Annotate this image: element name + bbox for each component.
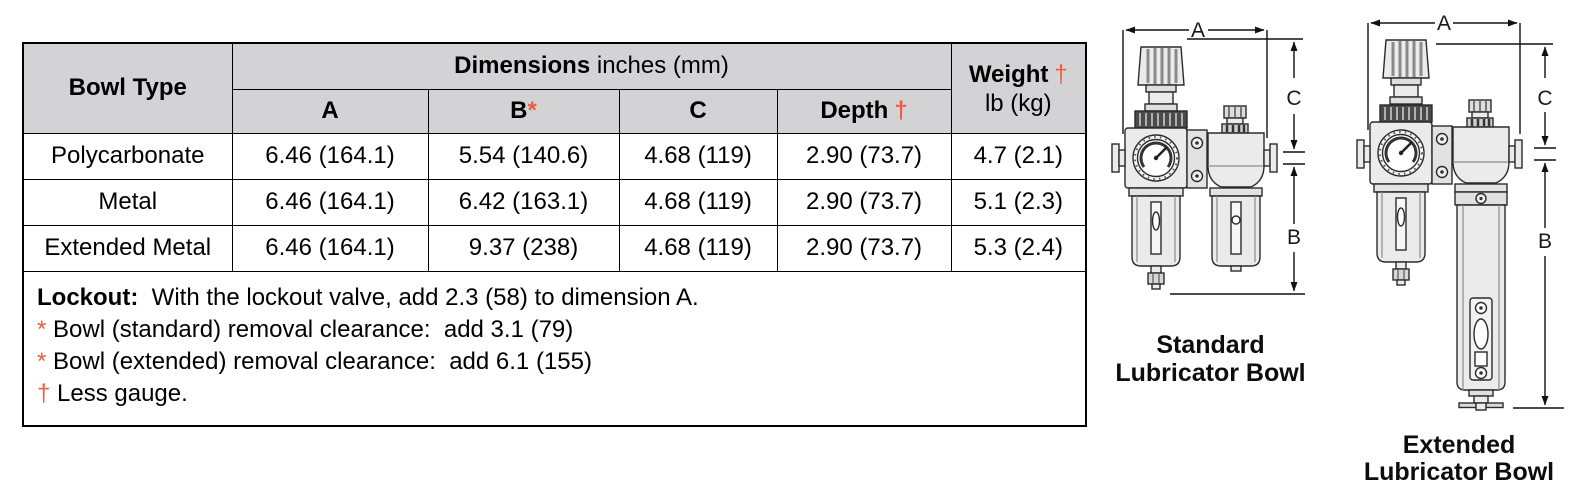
cell-depth: 2.90 (73.7) bbox=[776, 133, 952, 180]
inlet-port bbox=[1111, 143, 1120, 173]
header-col-b: B* bbox=[427, 89, 620, 134]
header-depth-word: Depth bbox=[820, 97, 889, 125]
note-standard-clearance: * Bowl (standard) removal clearance: add… bbox=[37, 314, 1075, 346]
frl-unit bbox=[1356, 39, 1523, 411]
cell-dim-c: 4.68 (119) bbox=[618, 133, 778, 180]
note-lockout-label: Lockout: bbox=[37, 284, 139, 311]
asterisk-marker: * bbox=[37, 316, 47, 343]
header-dimensions-word: Dimensions bbox=[454, 52, 591, 80]
caption-line-1: Extended bbox=[1402, 431, 1516, 459]
note-extended-clearance-text: Bowl (extended) removal clearance: add 6… bbox=[46, 348, 592, 375]
note-less-gauge: † Less gauge. bbox=[37, 378, 1075, 410]
header-weight: Weight † lb (kg) bbox=[950, 42, 1087, 134]
gauge-needle bbox=[1400, 141, 1413, 154]
cell-dim-a: 6.46 (164.1) bbox=[231, 225, 429, 272]
header-col-depth: Depth † bbox=[776, 89, 952, 134]
table-row-extended-metal: Extended Metal 6.46 (164.1) 9.37 (238) 4… bbox=[22, 225, 1087, 272]
standard-lubricator-diagram: A C B bbox=[1111, 19, 1305, 295]
note-lockout-text: With the lockout valve, add 2.3 (58) to … bbox=[138, 284, 699, 311]
cell-dim-b: 9.37 (238) bbox=[427, 225, 620, 272]
frl-unit bbox=[1111, 46, 1278, 290]
cell-dim-b: 5.54 (140.6) bbox=[427, 133, 620, 180]
header-bowl-type: Bowl Type bbox=[22, 42, 233, 134]
table-row-polycarbonate: Polycarbonate 6.46 (164.1) 5.54 (140.6) … bbox=[22, 133, 1087, 180]
table-notes-row: Lockout: With the lockout valve, add 2.3… bbox=[22, 271, 1087, 427]
note-less-gauge-text: Less gauge. bbox=[50, 380, 188, 407]
dimension-b-label: B bbox=[1538, 230, 1552, 253]
cell-weight: 5.1 (2.3) bbox=[950, 179, 1087, 226]
drain-valve bbox=[1150, 265, 1162, 274]
lubricator-body bbox=[1452, 126, 1510, 184]
extended-diagram-caption: Extended Lubricator Bowl bbox=[1349, 432, 1569, 486]
caption-line-2: Lubricator Bowl bbox=[1115, 359, 1306, 387]
col-b-asterisk-marker: * bbox=[527, 97, 537, 125]
caption-line-2: Lubricator Bowl bbox=[1363, 458, 1555, 486]
footnotes-box: Lockout: With the lockout valve, add 2.3… bbox=[22, 271, 1087, 427]
cell-dim-a: 6.46 (164.1) bbox=[231, 133, 429, 180]
caption-line-1: Standard bbox=[1156, 331, 1265, 359]
header-col-c: C bbox=[618, 89, 778, 134]
threaded-collar bbox=[1134, 110, 1188, 129]
dimension-lines bbox=[1122, 26, 1305, 295]
cell-dim-c: 4.68 (119) bbox=[618, 225, 778, 272]
cell-depth: 2.90 (73.7) bbox=[776, 179, 952, 226]
weight-dagger-marker: † bbox=[1054, 60, 1068, 88]
cell-weight: 4.7 (2.1) bbox=[950, 133, 1087, 180]
threaded-collar bbox=[1379, 104, 1433, 123]
cell-bowl-type: Polycarbonate bbox=[22, 133, 233, 180]
cell-dim-b: 6.42 (163.1) bbox=[427, 179, 620, 226]
cell-bowl-type: Metal bbox=[22, 179, 233, 226]
lubricator-body bbox=[1207, 132, 1265, 188]
cell-dim-a: 6.46 (164.1) bbox=[231, 179, 429, 226]
table-header-row-1: Bowl Type Dimensions inches (mm) Weight †… bbox=[22, 42, 1087, 134]
cell-bowl-type: Extended Metal bbox=[22, 225, 233, 272]
table-header-row-2: A B* C Depth † bbox=[23, 89, 1086, 134]
wing-drain-valve bbox=[1473, 395, 1489, 404]
outlet-port bbox=[1269, 143, 1278, 173]
inlet-port bbox=[1356, 139, 1365, 169]
note-extended-clearance: * Bowl (extended) removal clearance: add… bbox=[37, 346, 1075, 378]
header-weight-units: lb (kg) bbox=[984, 89, 1052, 117]
dagger-marker: † bbox=[37, 380, 51, 407]
dimension-b-label: B bbox=[1287, 226, 1301, 249]
header-col-a: A bbox=[231, 89, 429, 134]
dimension-a-label: A bbox=[1437, 12, 1451, 35]
dimension-c-label: C bbox=[1286, 87, 1301, 110]
cell-dim-c: 4.68 (119) bbox=[618, 179, 778, 226]
dimension-c-label: C bbox=[1537, 87, 1552, 110]
table-row-metal: Metal 6.46 (164.1) 6.42 (163.1) 4.68 (11… bbox=[22, 179, 1087, 226]
dimensions-table: Bowl Type Dimensions inches (mm) Weight †… bbox=[22, 42, 1088, 427]
gauge-needle bbox=[1155, 146, 1168, 159]
dimension-a-label: A bbox=[1191, 19, 1205, 42]
header-dimensions: Dimensions inches (mm) bbox=[231, 42, 952, 90]
outlet-port bbox=[1514, 139, 1523, 169]
dimension-lines bbox=[1367, 19, 1564, 409]
cell-depth: 2.90 (73.7) bbox=[776, 225, 952, 272]
note-lockout: Lockout: With the lockout valve, add 2.3… bbox=[37, 282, 1075, 314]
cell-weight: 5.3 (2.4) bbox=[950, 225, 1087, 272]
header-col-b-letter: B bbox=[510, 97, 528, 125]
header-weight-word: Weight bbox=[968, 60, 1049, 88]
extended-lubricator-diagram: A C B bbox=[1356, 12, 1564, 411]
standard-diagram-caption: Standard Lubricator Bowl bbox=[1103, 331, 1318, 387]
header-dimensions-units: inches (mm) bbox=[590, 52, 729, 80]
drain-valve bbox=[1395, 261, 1407, 270]
asterisk-marker: * bbox=[37, 348, 47, 375]
note-standard-clearance-text: Bowl (standard) removal clearance: add 3… bbox=[46, 316, 574, 343]
depth-dagger-marker: † bbox=[894, 97, 908, 125]
